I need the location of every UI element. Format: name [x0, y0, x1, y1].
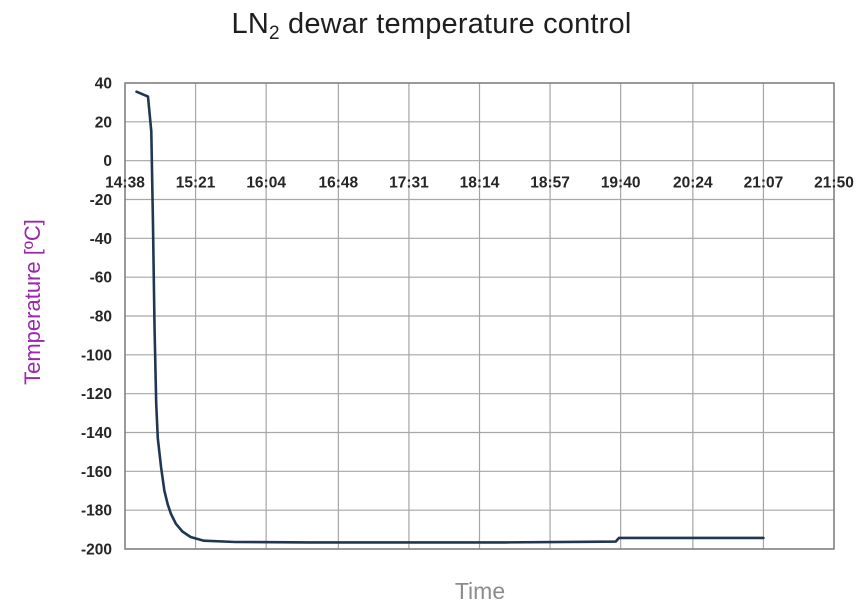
y-tick-label: 20 [95, 114, 112, 131]
y-tick-label: -140 [81, 425, 112, 442]
x-tick-label: 15:21 [176, 175, 216, 192]
x-tick-label: 21:07 [744, 175, 784, 192]
x-tick-label: 18:14 [460, 175, 500, 192]
y-tick-label: -20 [90, 192, 112, 209]
x-tick-label: 21:50 [814, 175, 854, 192]
y-axis-title: Temperature [ºC] [20, 219, 45, 385]
chart-title-suffix: dewar temperature control [279, 8, 632, 40]
y-tick-label: -40 [90, 231, 112, 248]
y-tick-label: -200 [81, 542, 112, 559]
series-line [135, 90, 765, 544]
y-tick-label: -120 [81, 386, 112, 403]
chart-title-prefix: LN [231, 8, 269, 40]
x-tick-label: 19:40 [601, 175, 641, 192]
y-tick-label: -80 [90, 309, 112, 326]
y-tick-label: -60 [90, 270, 112, 287]
y-tick-label: -160 [81, 464, 112, 481]
chart-title-subscript: 2 [268, 23, 280, 44]
x-tick-label: 16:48 [319, 175, 359, 192]
x-tick-label: 14:38 [105, 175, 145, 192]
x-tick-label: 16:04 [246, 175, 286, 192]
chart-title: LN2 dewar temperature control [0, 8, 863, 45]
y-tick-label: -180 [81, 503, 112, 520]
plot-border [124, 82, 835, 550]
x-tick-label: 18:57 [530, 175, 570, 192]
x-tick-label: 20:24 [673, 175, 713, 192]
y-tick-label: -100 [81, 347, 112, 364]
y-tick-label: 40 [95, 76, 112, 93]
x-axis-title: Time [454, 578, 506, 604]
x-tick-label: 17:31 [389, 175, 429, 192]
y-tick-label: 0 [103, 153, 112, 170]
